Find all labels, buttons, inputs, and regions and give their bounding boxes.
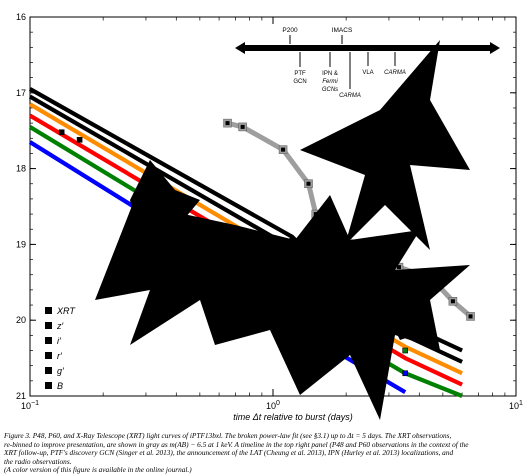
timeline-bottom-label: CARMA — [339, 93, 361, 99]
timeline-top-label: P200 — [282, 27, 298, 34]
x-tick-label: 10−1 — [21, 400, 39, 411]
y-tick-label: 16 — [16, 12, 26, 22]
caption-line: the radio observations. — [4, 456, 72, 466]
data-point-g — [402, 347, 409, 354]
timeline-arrowhead-right — [490, 42, 500, 54]
xrt-point-core — [240, 124, 245, 129]
legend-label: XRT — [56, 306, 76, 316]
y-tick-label: 17 — [16, 88, 26, 98]
legend-label: g′ — [57, 366, 64, 376]
x-tick-label: 101 — [509, 400, 523, 411]
legend-marker — [45, 307, 52, 314]
data-point-z — [58, 129, 65, 136]
timeline-bottom-label: GCN — [293, 79, 306, 85]
legend-marker — [45, 367, 52, 374]
legend-marker — [45, 352, 52, 359]
legend-marker — [45, 382, 52, 389]
legend-label: i′ — [57, 336, 61, 346]
y-tick-label: 21 — [16, 391, 26, 401]
legend-label: z′ — [56, 321, 64, 331]
caption-line: (A color version of this figure is avail… — [4, 465, 192, 475]
timeline-bottom-label: CARMA — [384, 70, 406, 76]
x-tick-label: 100 — [266, 400, 280, 411]
legend-label: B — [57, 381, 63, 391]
timeline-arrowhead-left — [235, 42, 245, 54]
timeline-bottom-label: GCNs — [322, 87, 338, 93]
xrt-point-core — [396, 265, 401, 270]
timeline-bottom-label: IPN & — [322, 71, 338, 77]
y-tick-label: 19 — [16, 239, 26, 249]
plot-frame — [29, 16, 517, 397]
y-tick-label: 18 — [16, 164, 26, 174]
timeline-top-label: IMACS — [332, 27, 353, 34]
xrt-point-core — [450, 299, 455, 304]
caption-line: Figure 3. P48, P60, and X-Ray Telescope … — [4, 431, 452, 440]
xrt-point-core — [306, 181, 311, 186]
y-tick-label: 20 — [16, 315, 26, 325]
xrt-point-core — [225, 121, 230, 126]
xrt-point-core — [468, 314, 473, 319]
legend-marker — [45, 337, 52, 344]
legend-label: r′ — [57, 351, 62, 361]
overlay-shape-1 — [95, 160, 470, 420]
caption-line: XRT follow-up, PTF's discovery GCN (Sing… — [4, 448, 454, 458]
timeline-bottom-label: VLA — [362, 70, 373, 76]
overlay-shape-4 — [380, 285, 430, 340]
xrt-point-core — [281, 147, 286, 152]
timeline-bar — [240, 45, 490, 51]
timeline-bottom-label: Fermi — [322, 79, 338, 85]
caption-line: re-binned to improve presentation, are s… — [4, 439, 469, 449]
timeline-bottom-label: PTF — [294, 71, 306, 77]
figure-caption: Figure 3. P48, P60, and X-Ray Telescope … — [4, 431, 524, 475]
legend-marker — [45, 322, 52, 329]
overlay-shape-2 — [300, 40, 470, 250]
x-axis-label: time Δt relative to burst (days) — [233, 412, 353, 422]
data-point-b — [402, 370, 409, 377]
overlay-shape-3 — [130, 160, 200, 240]
data-point-z — [76, 136, 83, 143]
